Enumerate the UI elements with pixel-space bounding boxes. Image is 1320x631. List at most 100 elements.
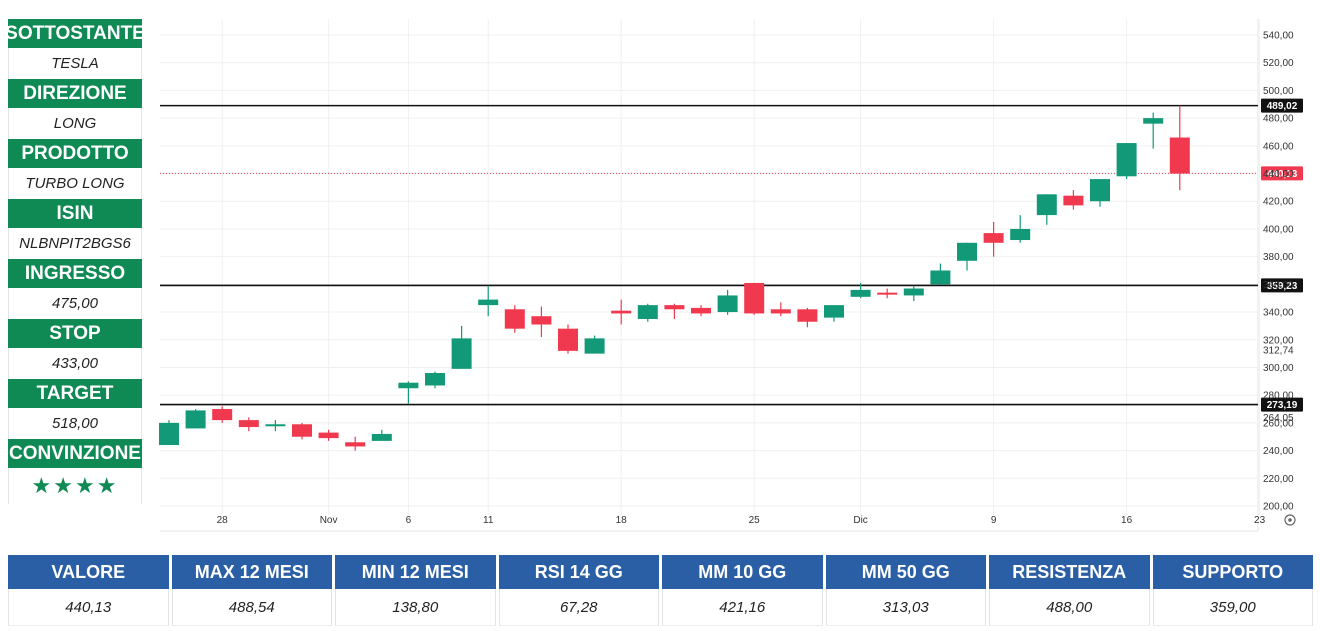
label-sottostante: SOTTOSTANTE [5, 19, 145, 48]
candle-body [371, 433, 392, 441]
metric-min-12-mesi: MIN 12 MESI 138,80 [335, 555, 496, 626]
bear-candle [877, 288, 898, 299]
candle-body [584, 338, 605, 354]
candle-body [345, 442, 366, 447]
y-tick-label: 500,00 [1263, 86, 1294, 97]
y-tick-label: 520,00 [1263, 58, 1294, 69]
bull-candle [1090, 179, 1110, 207]
candle-body [691, 307, 711, 314]
value-isin: NLBNPIT2BGS6 [8, 228, 142, 259]
level-lines: 489,02 359,23 273,19 440,13 [160, 98, 1303, 412]
candle-body [398, 382, 419, 389]
bull-candle [265, 420, 286, 432]
bear-candle [212, 406, 233, 423]
bear-candle [318, 429, 339, 441]
candle-body [1143, 118, 1164, 124]
candle-body [637, 305, 658, 319]
candles [159, 105, 1190, 451]
metric-header: RESISTENZA [989, 555, 1150, 589]
y-tick-label: 540,00 [1263, 31, 1294, 42]
bear-candle [238, 417, 259, 432]
metrics-table: VALORE 440,13 MAX 12 MESI 488,54 MIN 12 … [8, 555, 1313, 626]
value-stop: 433,00 [8, 348, 142, 379]
bear-candle [1169, 105, 1190, 191]
label-target: TARGET [8, 379, 142, 408]
metric-header: MM 50 GG [825, 555, 986, 589]
metric-header: RSI 14 GG [498, 555, 659, 589]
y-tick-label: 420,00 [1263, 197, 1294, 208]
bull-candle [903, 285, 924, 301]
y-tick-label: 380,00 [1263, 252, 1294, 263]
label-isin: ISIN [8, 199, 142, 228]
metric-value: 67,28 [498, 589, 659, 626]
bull-candle [584, 335, 605, 354]
label-stop: STOP [8, 319, 142, 348]
y-tick-label: 440,00 [1263, 169, 1294, 180]
current-price-tag [1261, 166, 1303, 181]
candle-body [903, 288, 924, 296]
metric-supporto: SUPPORTO 359,00 [1152, 555, 1313, 626]
y-tick-label: 360,00 [1263, 280, 1294, 291]
candle-body [850, 289, 871, 297]
label-prodotto: PRODOTTO [8, 139, 142, 168]
bull-candle [717, 289, 738, 315]
bear-candle [744, 282, 765, 315]
bull-candle [185, 409, 206, 429]
metric-header: SUPPORTO [1152, 555, 1313, 589]
bull-candle [637, 303, 658, 322]
candle-body [451, 338, 472, 369]
bear-candle [504, 305, 525, 333]
y-axis: 200,00 220,00 240,00 260,00 280,00 300,00 320,… [1263, 31, 1294, 513]
bull-candle [1143, 112, 1164, 149]
candle-body [1169, 137, 1190, 174]
bull-candle [371, 429, 392, 441]
metric-mm-50-gg: MM 50 GG 313,03 [825, 555, 986, 626]
y-tick-label: 400,00 [1263, 224, 1294, 235]
bear-candle [691, 305, 711, 317]
bear-candle [664, 303, 685, 319]
candle-body [531, 316, 552, 325]
bull-candle [1116, 143, 1137, 180]
y-tick-label: 240,00 [1263, 446, 1294, 457]
level-tag [1261, 98, 1303, 113]
metric-value: 440,13 [8, 589, 169, 626]
bull-candle [824, 305, 844, 322]
bull-candle [930, 263, 951, 285]
candle-body [797, 309, 818, 322]
x-tick-label: 25 [749, 515, 761, 526]
level-tag [1261, 397, 1303, 412]
chart-grid [160, 19, 1261, 532]
candle-body [957, 242, 977, 261]
y-tick-label: 320,00 [1263, 335, 1294, 346]
metric-value: 421,16 [662, 589, 823, 626]
candle-body [185, 410, 206, 429]
metric-header: MIN 12 MESI [335, 555, 496, 589]
level-label: 273,19 [1267, 400, 1298, 411]
metric-value: 488,00 [989, 589, 1150, 626]
y-tick-label: 220,00 [1263, 474, 1294, 485]
value-target: 518,00 [8, 408, 142, 439]
candle-body [425, 373, 445, 386]
bear-candle [983, 222, 1004, 257]
x-axis: 28 Nov 6 11 18 25 Dic 9 16 23 [217, 515, 1266, 526]
metric-value: 313,03 [825, 589, 986, 626]
candle-body [558, 328, 578, 351]
axis-note-label: 264,05 [1263, 413, 1294, 424]
candle-body [877, 292, 898, 295]
candle-body [770, 309, 791, 314]
metric-header: VALORE [8, 555, 169, 589]
metric-value: 359,00 [1152, 589, 1313, 626]
candle-body [717, 295, 738, 313]
price-chart: 489,02 359,23 273,19 440,13 200,00 220,00 240… [159, 19, 1303, 532]
label-ingresso: INGRESSO [8, 259, 142, 288]
value-direzione: LONG [8, 108, 142, 139]
y-tick-label: 200,00 [1263, 502, 1294, 513]
bear-candle [292, 422, 312, 440]
label-direzione: DIREZIONE [8, 79, 142, 108]
axis-note-label: 312,74 [1263, 345, 1294, 356]
candle-body [265, 424, 286, 427]
metric-valore: VALORE 440,13 [8, 555, 169, 626]
metric-mm-10-gg: MM 10 GG 421,16 [662, 555, 823, 626]
candle-body [1063, 195, 1084, 206]
settings-icon[interactable] [1284, 514, 1296, 526]
